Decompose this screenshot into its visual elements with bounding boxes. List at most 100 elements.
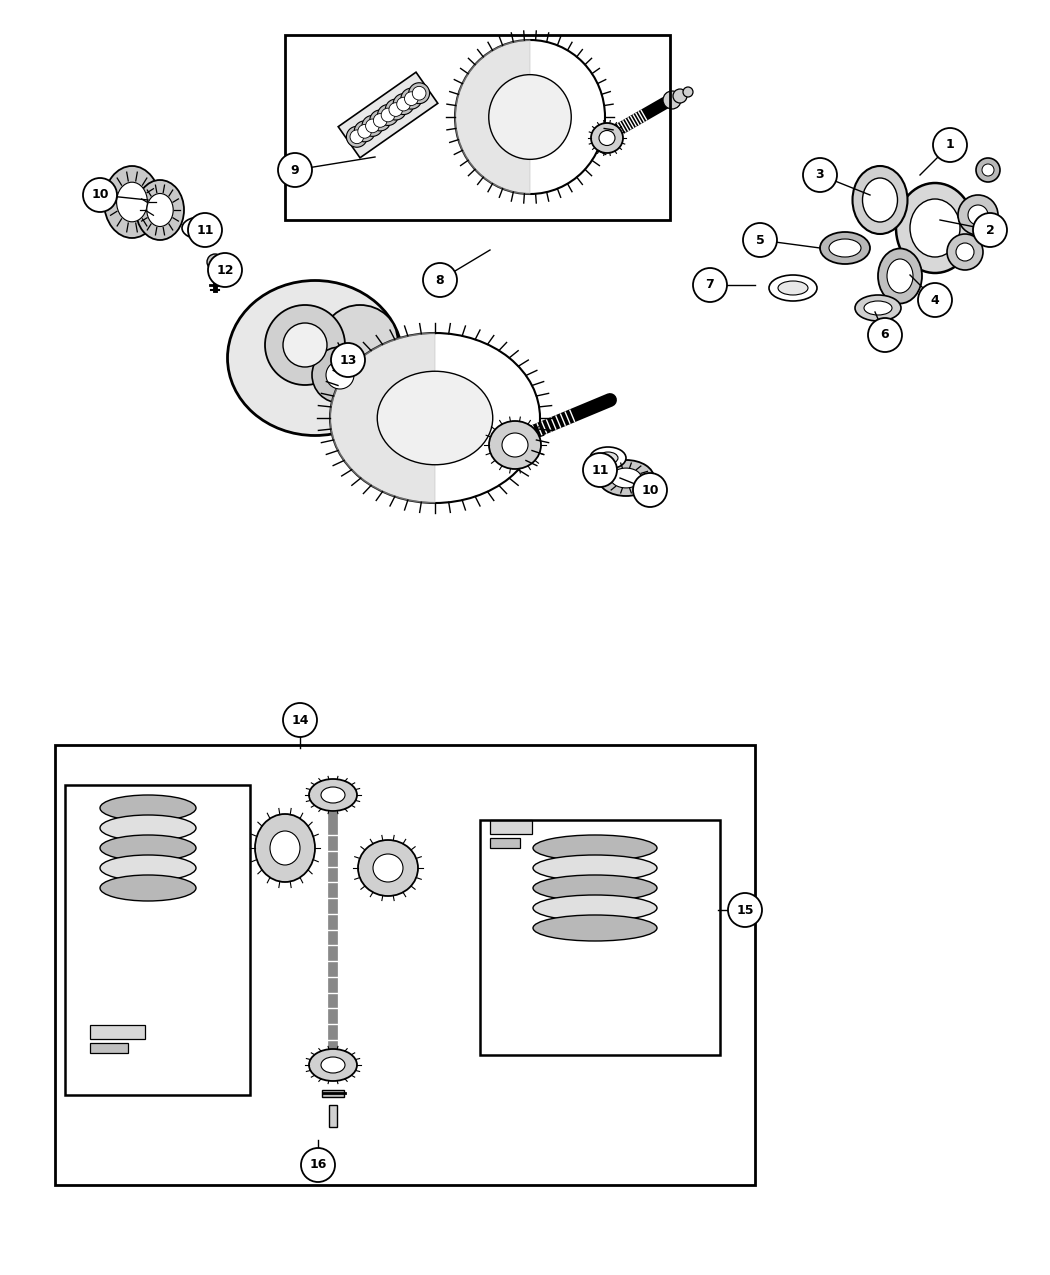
Text: 15: 15 [736, 904, 754, 917]
Ellipse shape [598, 130, 615, 145]
Polygon shape [455, 40, 530, 194]
Ellipse shape [100, 835, 196, 861]
Circle shape [743, 223, 777, 258]
Circle shape [83, 179, 117, 212]
Ellipse shape [533, 895, 657, 921]
Ellipse shape [864, 301, 892, 315]
Circle shape [301, 1148, 335, 1182]
Ellipse shape [401, 88, 422, 110]
Ellipse shape [393, 93, 414, 115]
Bar [480, 820, 720, 1054]
Text: 10: 10 [642, 483, 658, 496]
Ellipse shape [255, 813, 315, 882]
Ellipse shape [533, 875, 657, 901]
Text: 11: 11 [196, 223, 214, 236]
Circle shape [673, 89, 687, 103]
Bar [285, 34, 670, 221]
Ellipse shape [887, 259, 914, 293]
Ellipse shape [321, 787, 345, 803]
Circle shape [207, 254, 223, 270]
Circle shape [968, 205, 988, 224]
Polygon shape [338, 73, 438, 158]
Ellipse shape [830, 238, 861, 258]
Ellipse shape [358, 840, 418, 896]
Circle shape [404, 92, 418, 106]
Bar [490, 838, 520, 848]
Circle shape [208, 252, 242, 287]
Text: 8: 8 [436, 274, 444, 287]
Ellipse shape [502, 434, 528, 456]
Ellipse shape [117, 182, 147, 222]
Ellipse shape [853, 166, 907, 235]
Ellipse shape [100, 875, 196, 901]
Circle shape [278, 153, 312, 187]
Ellipse shape [190, 222, 210, 235]
Ellipse shape [354, 121, 375, 142]
Ellipse shape [455, 40, 605, 194]
Circle shape [918, 283, 952, 317]
Circle shape [947, 235, 983, 270]
Ellipse shape [488, 75, 571, 159]
Ellipse shape [385, 99, 406, 120]
Ellipse shape [598, 453, 618, 464]
Circle shape [973, 213, 1007, 247]
Ellipse shape [855, 295, 901, 321]
Text: 6: 6 [881, 329, 889, 342]
Text: 7: 7 [706, 278, 714, 292]
Circle shape [982, 164, 994, 176]
Bar [55, 745, 755, 1184]
Circle shape [350, 130, 363, 144]
Ellipse shape [820, 232, 870, 264]
Text: 13: 13 [339, 353, 357, 366]
Text: 1: 1 [946, 139, 954, 152]
Ellipse shape [346, 126, 367, 147]
Ellipse shape [878, 249, 922, 303]
Ellipse shape [147, 194, 173, 227]
Ellipse shape [309, 1049, 357, 1081]
Ellipse shape [100, 856, 196, 881]
Circle shape [663, 91, 681, 108]
Ellipse shape [533, 856, 657, 881]
Circle shape [358, 125, 372, 138]
Circle shape [956, 244, 974, 261]
Text: 9: 9 [291, 163, 299, 176]
Circle shape [284, 703, 317, 737]
Polygon shape [330, 333, 435, 504]
Ellipse shape [228, 280, 402, 436]
Circle shape [365, 119, 379, 133]
Circle shape [312, 347, 367, 403]
Circle shape [326, 361, 354, 389]
Circle shape [413, 87, 426, 99]
Circle shape [374, 113, 387, 128]
Circle shape [284, 323, 327, 367]
Bar [65, 785, 250, 1095]
Ellipse shape [896, 184, 974, 273]
Circle shape [188, 213, 222, 247]
Ellipse shape [590, 448, 626, 469]
Circle shape [682, 87, 693, 97]
Text: 14: 14 [291, 714, 309, 727]
Circle shape [868, 317, 902, 352]
Ellipse shape [533, 915, 657, 941]
Ellipse shape [591, 122, 623, 153]
Ellipse shape [330, 333, 540, 504]
Ellipse shape [378, 105, 398, 125]
Ellipse shape [533, 835, 657, 861]
Ellipse shape [862, 179, 898, 222]
Ellipse shape [322, 305, 398, 375]
Bar [90, 1025, 145, 1039]
Text: 4: 4 [930, 293, 940, 306]
Ellipse shape [270, 831, 300, 864]
Ellipse shape [769, 275, 817, 301]
Circle shape [331, 343, 365, 377]
Circle shape [933, 128, 967, 162]
Ellipse shape [370, 110, 391, 131]
Bar [90, 1043, 128, 1053]
Text: 10: 10 [91, 189, 109, 201]
Ellipse shape [136, 180, 184, 240]
Ellipse shape [408, 83, 429, 103]
Text: 5: 5 [756, 233, 764, 246]
Circle shape [583, 453, 617, 487]
Circle shape [388, 103, 402, 116]
Ellipse shape [778, 280, 808, 295]
